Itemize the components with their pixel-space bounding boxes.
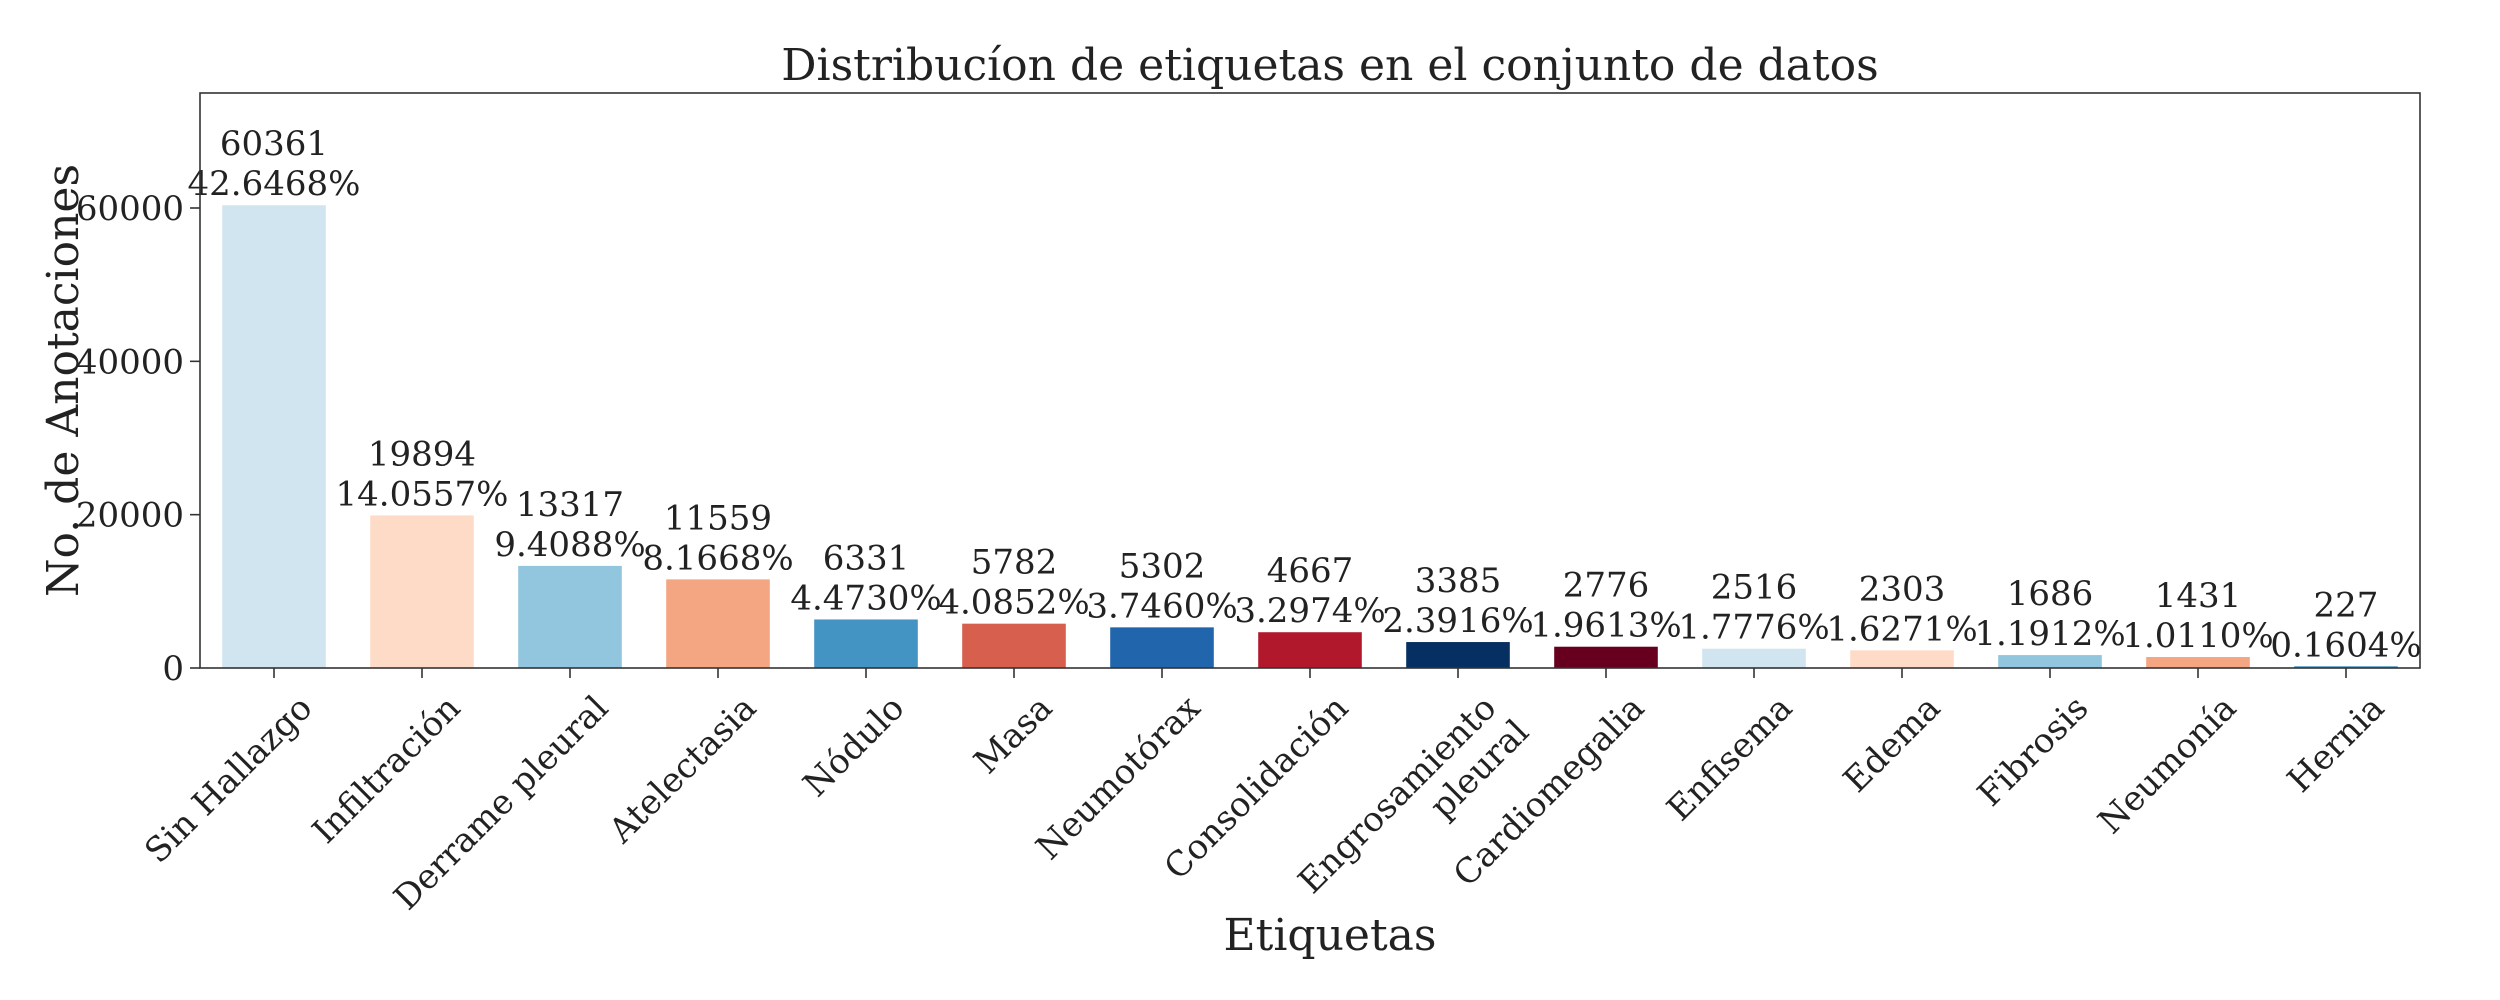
bar-value-label: 227 [2314, 585, 2379, 625]
bar-6 [1110, 627, 1214, 668]
x-axis-label: Etiquetas [1224, 910, 1437, 961]
x-tick-label-line: Hernia [2280, 688, 2392, 800]
y-axis-label: No. de Anotaciones [38, 164, 89, 597]
bar-percentage-label: 2.3916% [1382, 601, 1533, 641]
y-tick-label: 60000 [76, 189, 184, 229]
x-tick-label-line: Atelectasia [601, 688, 765, 852]
bar-value-label: 6331 [823, 538, 910, 578]
bar-percentage-label: 14.0557% [336, 474, 509, 514]
x-tick-label-line: Fibrosis [1970, 688, 2096, 814]
bar-percentage-label: 0.1604% [2270, 625, 2421, 665]
bar-value-label: 3385 [1415, 561, 1502, 601]
x-tick-label-line: Sin Hallazgo [137, 688, 320, 871]
bar-value-label: 2516 [1711, 568, 1798, 608]
bar-value-label: 2776 [1563, 566, 1650, 606]
bar-percentage-label: 4.0852% [938, 583, 1089, 623]
bar-2 [518, 565, 622, 668]
bar-percentage-label: 1.0110% [2122, 616, 2273, 656]
y-tick-label: 20000 [76, 496, 184, 536]
x-tick-label: Atelectasia [601, 688, 765, 852]
bar-10 [1702, 648, 1806, 668]
bar-7 [1258, 632, 1362, 668]
bar-value-label: 2303 [1859, 569, 1946, 609]
bar-percentage-label: 1.9613% [1530, 606, 1681, 646]
x-tick-label-line: Neumonía [2091, 688, 2245, 842]
chart-title: Distribucíon de etiquetas en el conjunto… [781, 40, 1879, 91]
bar-percentage-label: 3.7460% [1086, 586, 1237, 626]
bar-value-label: 19894 [368, 434, 476, 474]
bar-3 [666, 579, 770, 668]
x-tick-label: Sin Hallazgo [137, 688, 320, 871]
bar-percentage-label: 8.1668% [642, 538, 793, 578]
x-tick-label-line: Enfisema [1659, 688, 1800, 829]
bar-value-label: 4667 [1267, 551, 1354, 591]
bar-5 [962, 623, 1066, 668]
bar-0 [222, 205, 326, 668]
bar-value-label: 13317 [516, 485, 624, 525]
bar-4 [814, 619, 918, 668]
axes-frame [199, 92, 2421, 669]
x-tick-label: Masa [966, 688, 1060, 782]
bar-value-label: 11559 [664, 498, 772, 538]
bar-1 [370, 515, 474, 668]
bar-percentage-label: 42.6468% [188, 164, 361, 204]
y-tick-label: 40000 [76, 342, 184, 382]
bar-9 [1554, 646, 1658, 668]
bar-percentage-label: 9.4088% [494, 525, 645, 565]
y-tick-label: 0 [162, 649, 184, 689]
x-tick-label-line: Masa [966, 688, 1060, 782]
bar-value-label: 1431 [2155, 576, 2242, 616]
x-tick-label-line: Infiltración [305, 688, 469, 852]
bar-percentage-label: 4.4730% [790, 578, 941, 618]
bar-value-label: 5302 [1119, 546, 1206, 586]
bar-value-label: 60361 [220, 124, 328, 164]
x-tick-label-line: Nódulo [796, 688, 913, 805]
x-tick-label: Neumonía [2091, 688, 2245, 842]
bar-value-label: 5782 [971, 543, 1058, 583]
x-tick-label: Infiltración [305, 688, 469, 852]
bar-percentage-label: 1.7776% [1678, 608, 1829, 648]
x-tick-label: Fibrosis [1970, 688, 2096, 814]
bar-14 [2294, 666, 2398, 668]
x-tick-label-line: Edema [1836, 688, 1949, 801]
bar-11 [1850, 650, 1954, 668]
x-tick-label: Edema [1836, 688, 1949, 801]
bar-percentage-label: 1.6271% [1826, 609, 1977, 649]
bar-12 [1998, 655, 2102, 668]
bar-8 [1406, 642, 1510, 668]
bar-percentage-label: 3.2974% [1234, 591, 1385, 631]
bar-percentage-label: 1.1912% [1974, 614, 2125, 654]
x-tick-label: Nódulo [796, 688, 913, 805]
bar-13 [2146, 657, 2250, 668]
x-tick-label: Enfisema [1659, 688, 1800, 829]
bar-value-label: 1686 [2007, 574, 2094, 614]
x-tick-label: Hernia [2280, 688, 2392, 800]
